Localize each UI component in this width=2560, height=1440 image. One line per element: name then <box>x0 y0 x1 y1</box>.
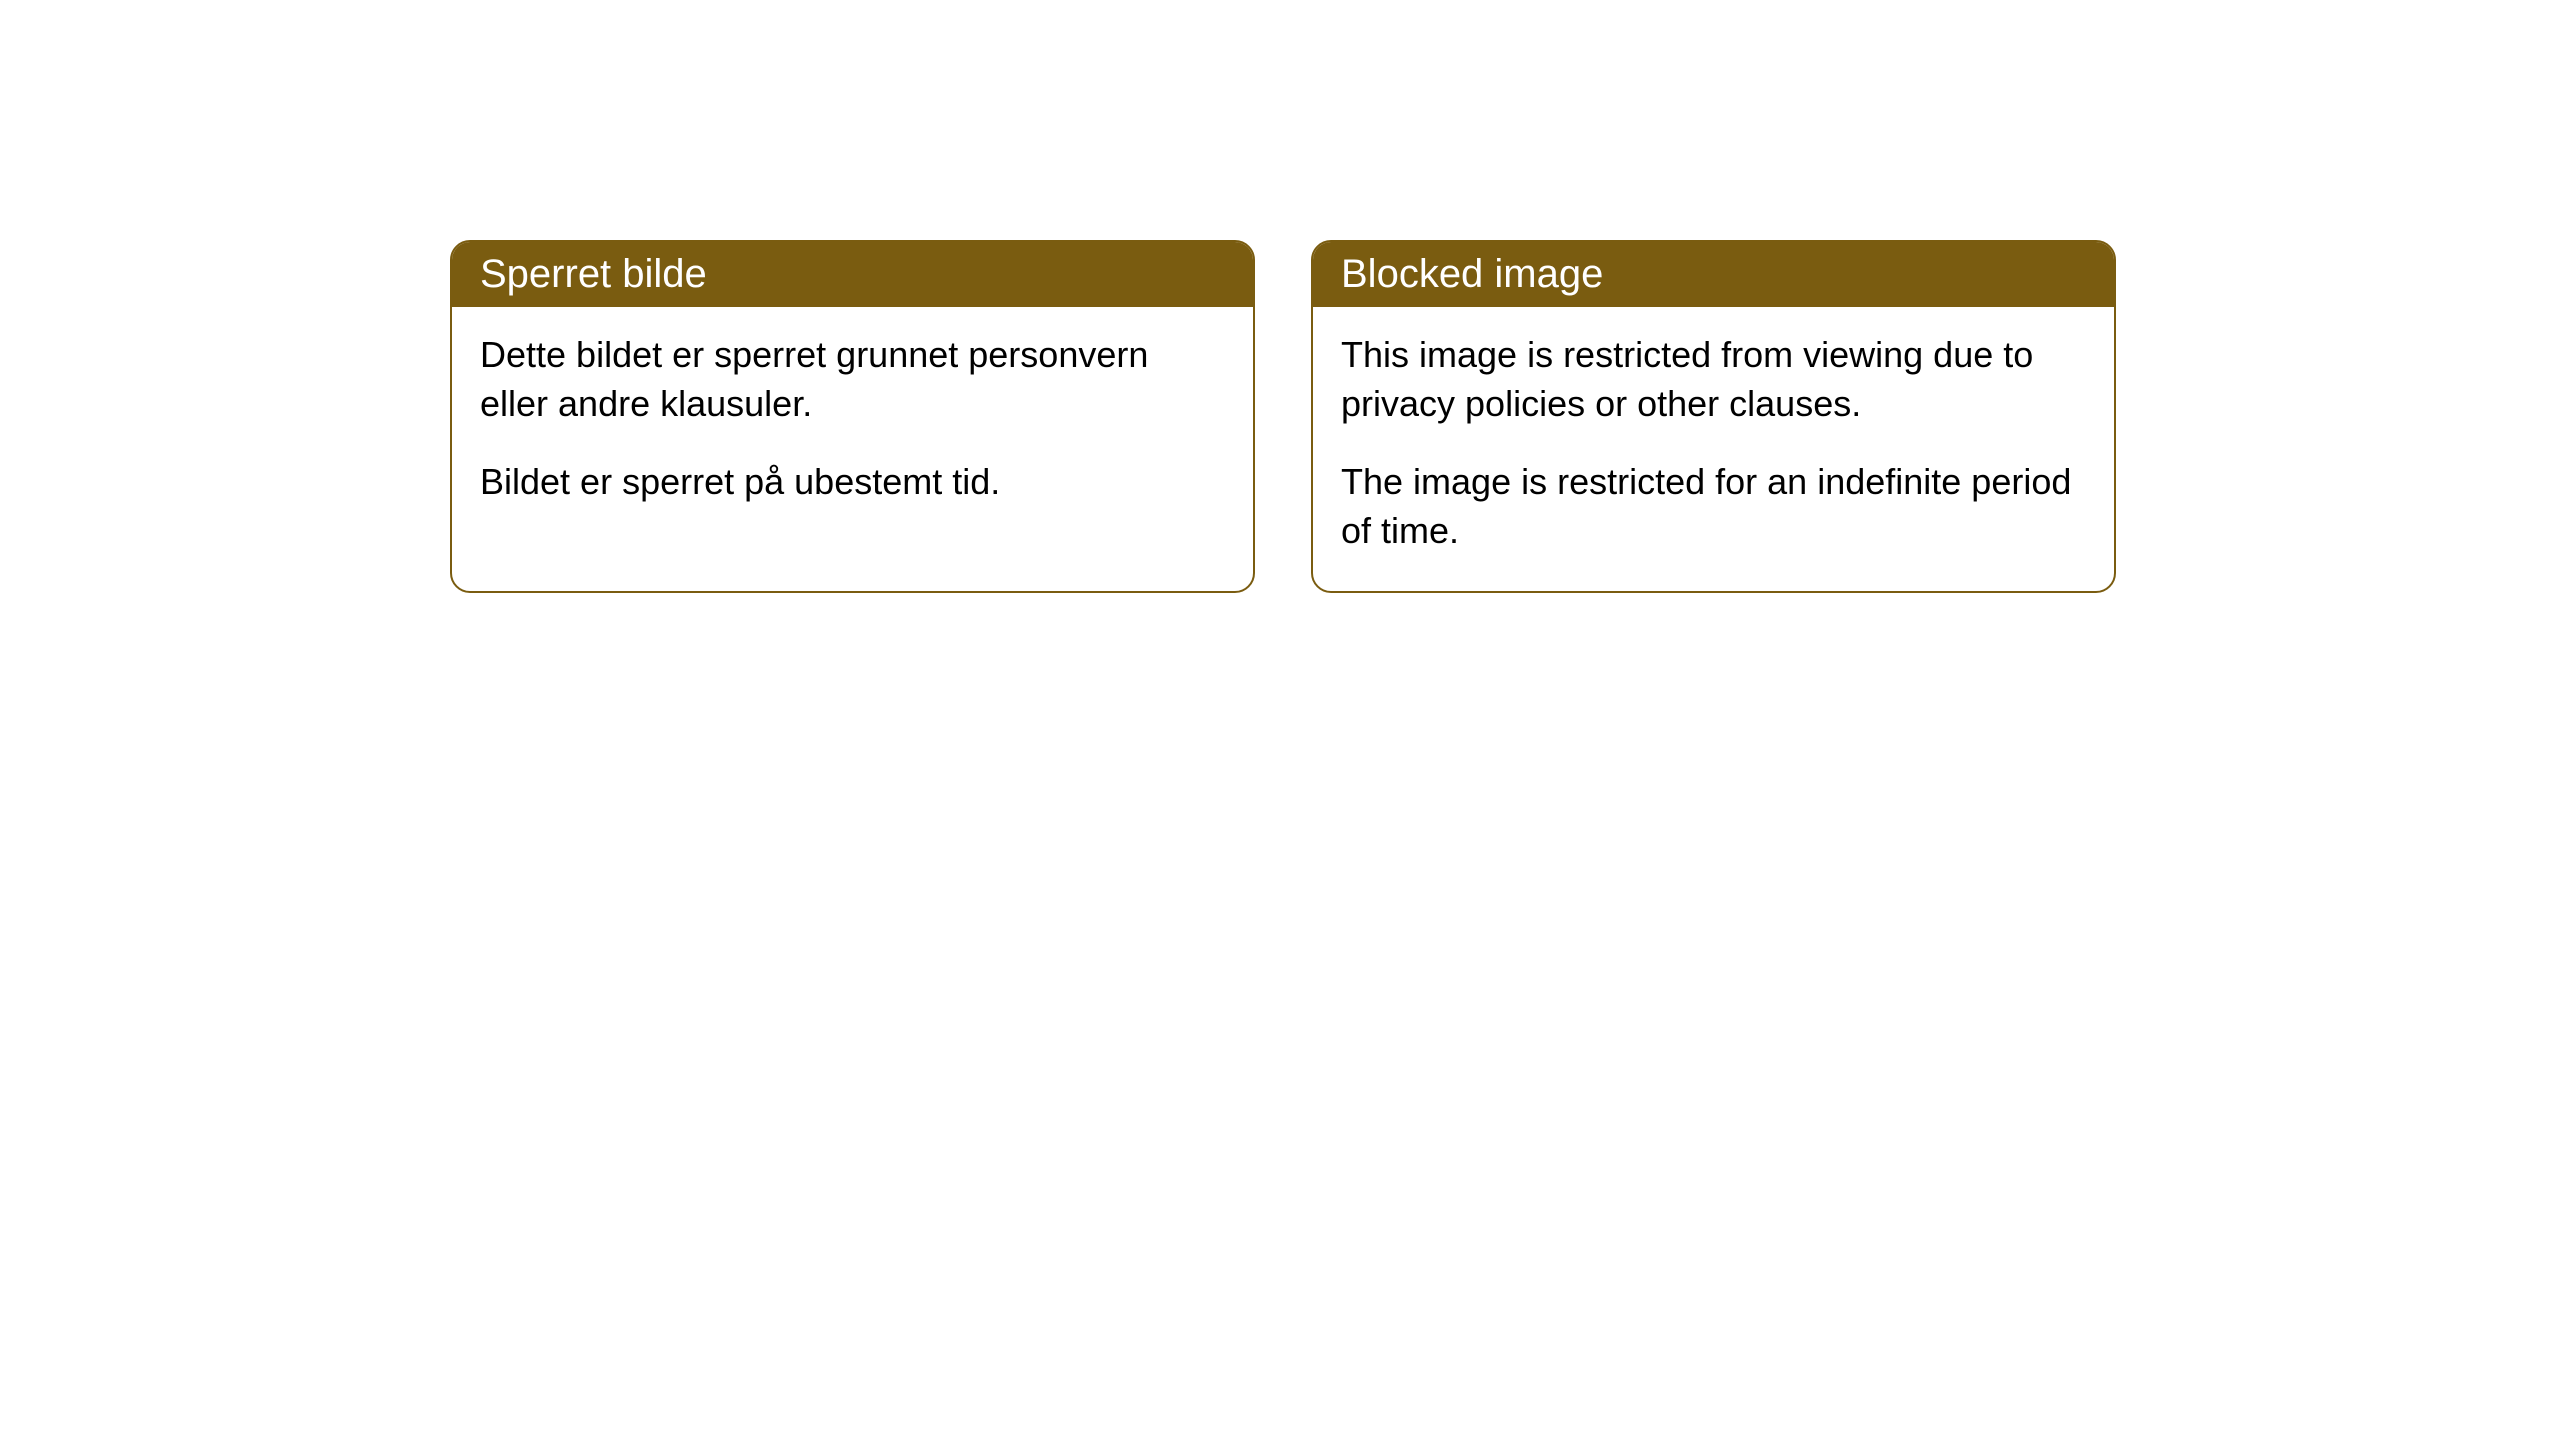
card-paragraph-2: The image is restricted for an indefinit… <box>1341 458 2086 555</box>
card-body-norwegian: Dette bildet er sperret grunnet personve… <box>452 307 1253 543</box>
blocked-image-card-english: Blocked image This image is restricted f… <box>1311 240 2116 593</box>
card-title: Sperret bilde <box>480 252 707 296</box>
card-paragraph-1: This image is restricted from viewing du… <box>1341 331 2086 428</box>
card-title: Blocked image <box>1341 252 1603 296</box>
card-paragraph-2: Bildet er sperret på ubestemt tid. <box>480 458 1225 507</box>
card-paragraph-1: Dette bildet er sperret grunnet personve… <box>480 331 1225 428</box>
cards-container: Sperret bilde Dette bildet er sperret gr… <box>450 240 2116 593</box>
card-header-english: Blocked image <box>1313 242 2114 307</box>
blocked-image-card-norwegian: Sperret bilde Dette bildet er sperret gr… <box>450 240 1255 593</box>
card-header-norwegian: Sperret bilde <box>452 242 1253 307</box>
card-body-english: This image is restricted from viewing du… <box>1313 307 2114 591</box>
